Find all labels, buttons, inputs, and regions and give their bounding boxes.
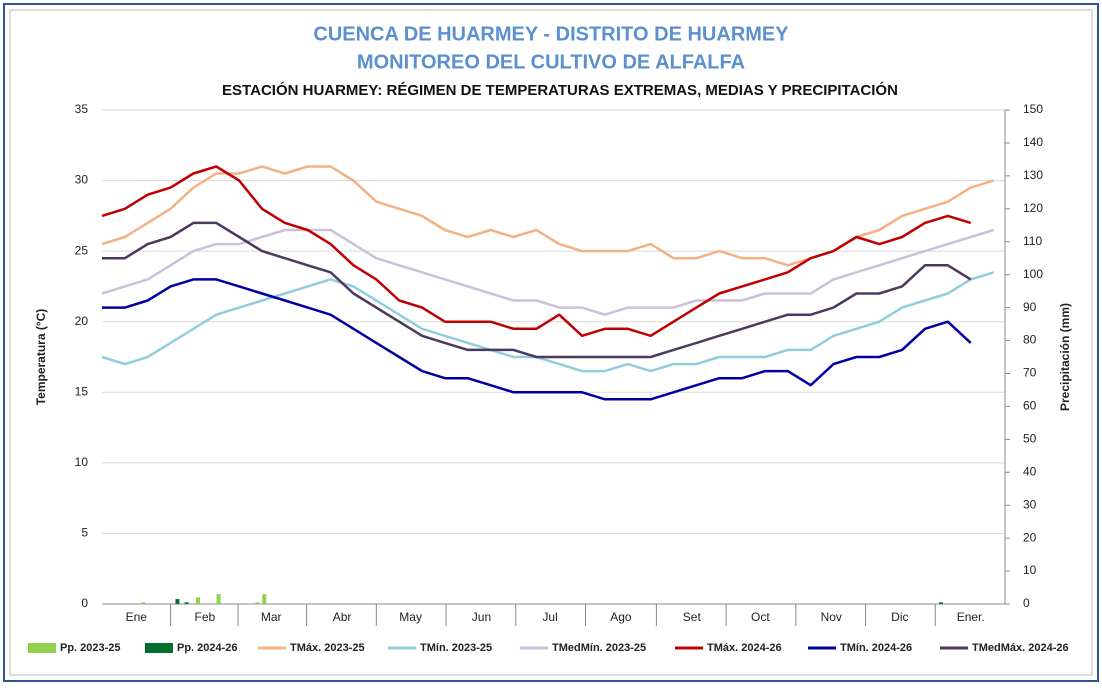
y2-tick-label: 150	[1023, 102, 1043, 116]
series-line	[101, 271, 994, 373]
y2-tick-label: 90	[1023, 300, 1037, 314]
legend-label: TMáx. 2024-26	[707, 642, 782, 654]
series-line	[101, 228, 994, 316]
legend-swatch	[145, 643, 173, 653]
chart-subtitle: MONITOREO DEL CULTIVO DE ALFALFA	[357, 51, 745, 73]
y-tick-label: 15	[75, 384, 89, 398]
y2-tick-label: 100	[1023, 267, 1043, 281]
x-tick-label: Nov	[821, 610, 842, 624]
y-tick-label: 5	[81, 526, 88, 540]
y2-tick-label: 30	[1023, 497, 1037, 511]
x-tick-label: Ago	[610, 610, 632, 624]
legend-label: Pp. 2024-26	[177, 642, 238, 654]
y2-tick-label: 130	[1023, 168, 1043, 182]
y-tick-label: 35	[75, 102, 89, 116]
y2-tick-label: 70	[1023, 366, 1037, 380]
x-tick-label: Set	[683, 610, 702, 624]
y2-tick-label: 20	[1023, 530, 1037, 544]
y2-tick-label: 140	[1023, 135, 1043, 149]
precip-bar	[262, 594, 267, 604]
y-tick-label: 0	[81, 596, 88, 610]
x-tick-label: Oct	[751, 610, 770, 624]
y-tick-label: 25	[75, 243, 89, 257]
precip-bar	[175, 599, 180, 604]
legend-label: TMín. 2023-25	[420, 642, 492, 654]
y2-tick-label: 110	[1023, 234, 1042, 248]
legend-label: TMín. 2024-26	[840, 642, 912, 654]
legend-swatch	[28, 643, 56, 653]
precip-bar	[216, 594, 221, 604]
y-axis-label: Temperatura (°C)	[34, 309, 48, 406]
y2-tick-label: 40	[1023, 464, 1037, 478]
y-tick-label: 10	[75, 455, 89, 469]
precip-bar	[938, 602, 943, 604]
precip-bar	[141, 602, 146, 604]
precip-bar	[184, 602, 189, 604]
frame	[3, 3, 1099, 682]
x-tick-label: Mar	[261, 610, 282, 624]
series-line	[102, 221, 972, 359]
y-tick-label: 30	[75, 173, 89, 187]
plot-title: ESTACIÓN HUARMEY: RÉGIMEN DE TEMPERATURA…	[222, 81, 898, 99]
y2-tick-label: 120	[1023, 201, 1043, 215]
y2-tick-label: 10	[1023, 563, 1037, 577]
y2-tick-label: 50	[1023, 432, 1037, 446]
y2-tick-label: 0	[1023, 596, 1030, 610]
y2-axis-label: Precipitación (mm)	[1058, 303, 1072, 411]
x-tick-label: Ene	[126, 610, 148, 624]
x-tick-label: Jun	[472, 610, 491, 624]
series-line	[102, 278, 972, 401]
y-tick-label: 20	[75, 314, 89, 328]
x-tick-label: Abr	[333, 610, 352, 624]
inner-frame	[9, 9, 1093, 676]
x-tick-label: Jul	[542, 610, 557, 624]
x-tick-label: Dic	[891, 610, 908, 624]
legend-label: TMedMáx. 2024-26	[972, 642, 1069, 654]
y2-tick-label: 60	[1023, 399, 1037, 413]
x-tick-label: Feb	[195, 610, 216, 624]
precip-bar	[196, 597, 201, 604]
x-tick-label: Ener.	[957, 610, 985, 624]
series-line	[101, 165, 972, 338]
legend-label: Pp. 2023-25	[60, 642, 121, 654]
legend-label: TMedMín. 2023-25	[552, 642, 646, 654]
precip-bar	[255, 602, 260, 604]
chart-title: CUENCA DE HUARMEY - DISTRITO DE HUARMEY	[313, 23, 789, 45]
legend-label: TMáx. 2023-25	[290, 642, 365, 654]
x-tick-label: May	[399, 610, 422, 624]
y2-tick-label: 80	[1023, 333, 1037, 347]
